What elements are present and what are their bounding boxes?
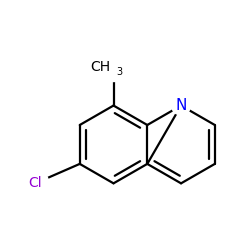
Text: CH: CH (90, 60, 110, 74)
Text: N: N (175, 98, 187, 113)
Text: 3: 3 (116, 66, 122, 76)
Circle shape (172, 96, 190, 115)
Circle shape (99, 52, 128, 82)
Circle shape (22, 170, 49, 197)
Text: Cl: Cl (28, 176, 42, 190)
